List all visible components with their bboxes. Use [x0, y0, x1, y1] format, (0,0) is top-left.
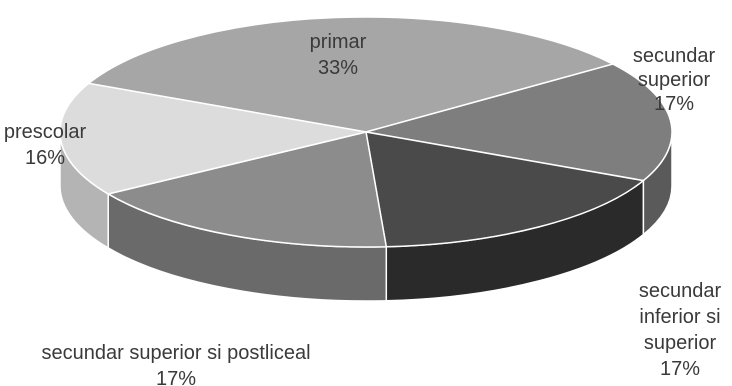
slice-label-line: superior — [644, 332, 717, 354]
slice-label-line: 17% — [660, 358, 700, 380]
slice-label-line: 17% — [654, 93, 694, 115]
slice-label-line: 17% — [156, 368, 196, 386]
slice-label-line: primar — [310, 31, 367, 53]
slice-label-line: inferior si — [639, 306, 720, 328]
slice-label-line: secundar — [639, 280, 722, 302]
pie-slice-4 — [59, 82, 367, 195]
slice-label-line: secundar — [633, 45, 716, 67]
slice-label-2: secundar inferior si superior 17% — [639, 280, 722, 380]
pie-slice-0 — [86, 16, 615, 133]
slice-label-line: superior — [638, 69, 711, 91]
pie-slice-2 — [365, 131, 646, 248]
slice-label-4: prescolar 16% — [4, 121, 87, 169]
slice-label-line: 33% — [318, 57, 358, 79]
slice-label-3: secundar superior si postliceal 17% — [41, 342, 310, 386]
slice-label-0: primar 33% — [310, 31, 367, 79]
pie-labels: primar 33%secundar superior 17%secundar infe… — [4, 31, 722, 386]
pie-slice-3 — [106, 131, 388, 248]
slice-label-1: secundar superior 17% — [633, 45, 716, 115]
pie-slice-1 — [365, 63, 673, 182]
slice-label-line: 16% — [25, 147, 65, 169]
slice-label-line: secundar superior si postliceal — [41, 342, 310, 364]
pie-tops — [59, 16, 673, 248]
slice-label-line: prescolar — [4, 121, 87, 143]
